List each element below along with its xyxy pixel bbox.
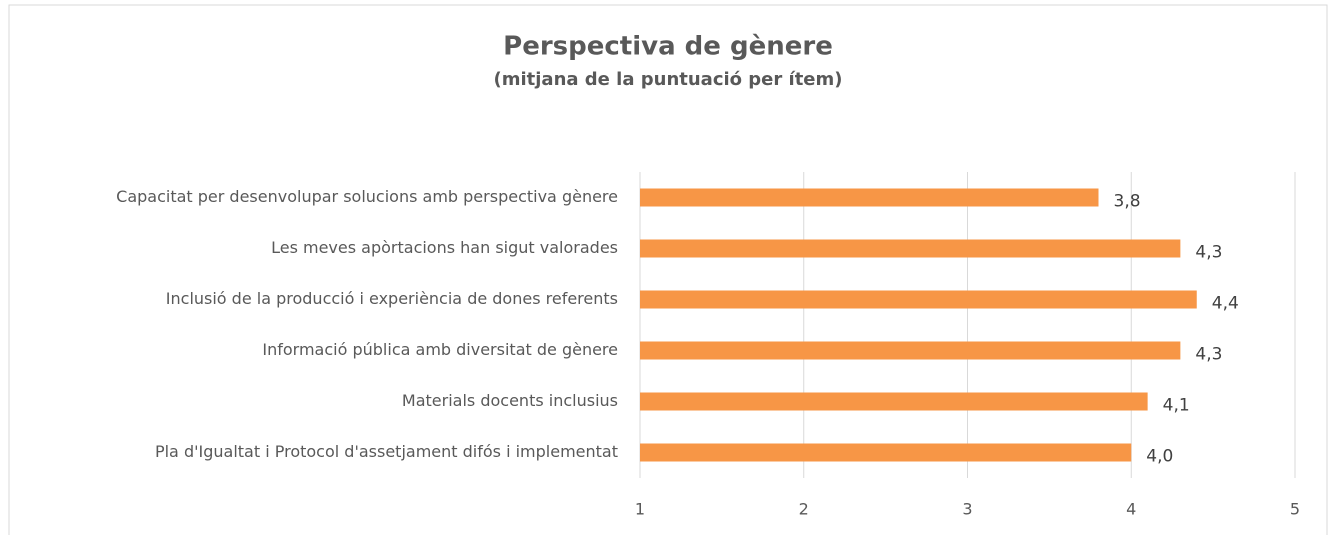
bar xyxy=(640,341,1181,360)
bar xyxy=(640,188,1099,207)
bar xyxy=(640,290,1197,309)
bar xyxy=(640,392,1148,411)
bar xyxy=(640,443,1132,462)
y-tick-label: Pla d'Igualtat i Protocol d'assetjament … xyxy=(155,442,618,461)
y-tick-label: Les meves apòrtacions han sigut valorade… xyxy=(271,238,618,257)
x-tick-label: 1 xyxy=(635,500,645,519)
x-tick-label: 3 xyxy=(962,500,972,519)
value-label: 4,4 xyxy=(1212,294,1239,314)
x-tick-label: 5 xyxy=(1290,500,1300,519)
chart-title: Perspectiva de gènere xyxy=(503,32,833,62)
value-label: 4,1 xyxy=(1163,396,1190,416)
x-tick-label: 4 xyxy=(1126,500,1136,519)
value-label: 4,3 xyxy=(1195,345,1222,365)
y-tick-label: Materials docents inclusius xyxy=(402,391,618,410)
value-label: 3,8 xyxy=(1114,192,1141,212)
bar xyxy=(640,239,1181,258)
y-tick-label: Informació pública amb diversitat de gèn… xyxy=(262,340,618,359)
chart-subtitle: (mitjana de la puntuació per ítem) xyxy=(494,69,843,90)
value-label: 4,0 xyxy=(1146,447,1173,467)
x-tick-label: 2 xyxy=(799,500,809,519)
value-label: 4,3 xyxy=(1195,243,1222,263)
y-tick-label: Inclusió de la producció i experiència d… xyxy=(166,289,618,308)
y-tick-label: Capacitat per desenvolupar solucions amb… xyxy=(116,187,618,206)
